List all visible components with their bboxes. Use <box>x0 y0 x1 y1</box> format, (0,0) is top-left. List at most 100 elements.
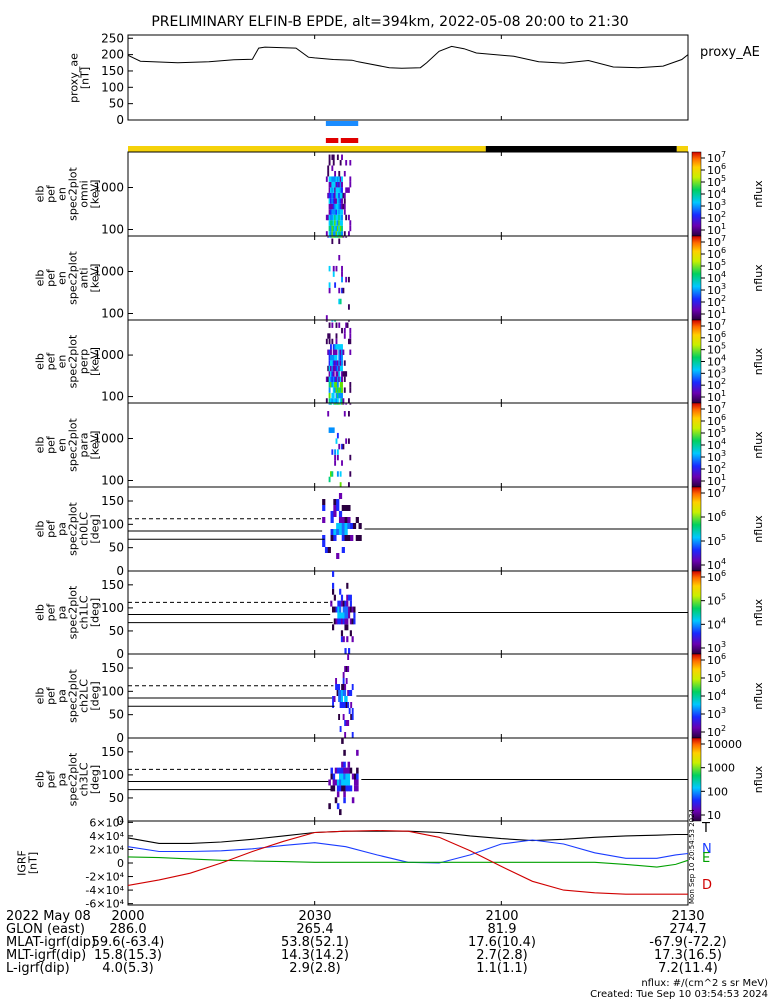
energy-panel-perp-cell-8-6 <box>336 371 339 377</box>
energy-panel-omni-cell-6-8 <box>334 192 337 199</box>
energy-panel-perp-cell-5-4 <box>332 382 335 388</box>
energy-panel-omni-cell-2-7 <box>328 198 331 204</box>
pitch-panel-ch3LC-cell-6-6 <box>341 779 344 786</box>
energy-panel-perp-cell-2-2 <box>328 392 331 399</box>
energy-panel-omni-cell-8-9 <box>336 187 339 193</box>
pitch-panel-ch1LC-cell-13-6 <box>353 612 356 619</box>
energy-panel-perp-frame <box>127 319 689 404</box>
energy-panel-perp-cell-3-0 <box>330 403 332 405</box>
pitch-panel-ch1LC-cell-1-10 <box>332 588 335 595</box>
pitch-panel-ch1LC-cell-13-7 <box>353 606 356 613</box>
energy-panel-perp-cell-6-10 <box>334 349 337 355</box>
proxy-ae-ylabel: proxy_ae[nT] <box>68 53 92 103</box>
pitch-panel-ch3LC-cell-11-3 <box>351 797 355 804</box>
pitch-panel-ch3LC-ylabel-line-1: pef <box>45 770 58 789</box>
energy-panel-omni-cell-9-10 <box>338 181 341 188</box>
energy-panel-perp-cell-0-5 <box>325 376 328 383</box>
energy-panel-anti-cell-2-7 <box>328 282 331 288</box>
igrf-ylabel: IGRF[nT] <box>16 850 40 876</box>
energy-panel-omni-cell-10-9 <box>339 187 342 193</box>
pitch-panel-ch0LC-ylabel-line-4: ch0LC <box>78 512 91 546</box>
pitch-panel-ch1LC-ylabel-line-4: ch1LC <box>78 595 91 629</box>
energy-panel-perp-cell-4-5 <box>331 376 334 383</box>
energy-panel-omni-cell-9-2 <box>338 225 341 232</box>
energy-panel-perp-cell-13-3 <box>343 387 346 393</box>
energy-panel-omni-cell-5-11 <box>332 176 335 182</box>
pitch-panel-ch2LC-cell-8-0 <box>344 732 347 738</box>
pitch-panel-ch3LC-cell-9-6 <box>347 779 351 786</box>
energy-panel-omni-cell-5-6 <box>332 203 335 210</box>
pitch-panel-ch3LC-cell-13-6 <box>356 779 359 786</box>
pitch-panel-ch2LC-colorbar-label-1: 105 <box>707 670 726 685</box>
energy-panel-perp-cell-3-11 <box>330 344 332 350</box>
energy-panel-anti-ytick-label-0: 1000 <box>93 264 124 278</box>
ephem-l-2: 1.1(1.1) <box>476 961 528 976</box>
energy-panel-perp-cell-5-5 <box>332 376 335 383</box>
pitch-panel-ch2LC-cell-8-6 <box>344 696 347 702</box>
energy-panel-omni-cell-9-6 <box>338 203 341 210</box>
energy-panel-anti-cell-16-0 <box>347 320 350 322</box>
energy-panel-perp-cell-17-12 <box>349 338 352 345</box>
proxy-ae-ytick-label-4: 50 <box>109 97 124 111</box>
pitch-panel-ch1LC-cell-0-8 <box>330 600 333 607</box>
energy-panel-perp-cell-7-4 <box>335 382 338 388</box>
pitch-panel-ch3LC-cell-10-5 <box>349 785 353 792</box>
pitch-panel-ch0LC-cell-9-8 <box>347 517 351 523</box>
energy-panel-omni-cell-16-1 <box>347 231 350 236</box>
energy-panel-perp-cell-2-1 <box>328 398 331 403</box>
pitch-panel-ch2LC-ytick-label-1: 100 <box>101 684 124 698</box>
pitch-panel-ch2LC-cell-3-7 <box>336 690 339 696</box>
energy-panel-perp-cell-10-1 <box>339 398 342 403</box>
ephem-label-mlt: MLT-igrf(dip) <box>6 948 86 963</box>
energy-panel-perp-cell-5-3 <box>332 387 335 393</box>
pitch-panel-ch3LC-colorbar-units: nflux <box>752 765 765 793</box>
energy-panel-omni-cell-4-4 <box>331 214 334 221</box>
pitch-panel-ch2LC-cell-11-4 <box>348 708 351 714</box>
pitch-panel-ch2LC-ytick-label-2: 50 <box>109 708 124 722</box>
energy-panel-omni-cell-10-3 <box>339 220 342 226</box>
pitch-panel-ch2LC-cell-9-9 <box>345 678 348 684</box>
pitch-panel-ch3LC-cell-4-8 <box>336 767 340 774</box>
pitch-panel-ch3LC-cell-3-8 <box>334 767 338 774</box>
pitch-panel-ch0LC-cell-6-8 <box>338 517 343 523</box>
energy-panel-omni-cell-11-2 <box>341 225 343 232</box>
pitch-panel-ch2LC-colorbar-units: nflux <box>752 682 765 710</box>
ephem-glon-3: 274.7 <box>669 922 706 937</box>
energy-panel-omni-cell-4-15 <box>331 154 334 161</box>
energy-panel-omni-cell-10-6 <box>339 203 342 210</box>
pitch-panel-ch0LC-cell-8-7 <box>344 523 348 529</box>
ephem-date-2: 2100 <box>485 909 518 924</box>
energy-panel-para-cell-6-5 <box>334 460 337 466</box>
pitch-panel-ch0LC-cell-5-10 <box>336 505 340 511</box>
energy-panel-perp-cell-5-2 <box>332 392 335 399</box>
pitch-panel-ch3LC-cell-4-2 <box>336 803 340 810</box>
pitch-panel-ch2LC-ytick-label-3: 0 <box>116 731 124 745</box>
energy-panel-perp-cell-13-8 <box>343 360 346 366</box>
energy-panel-perp-cell-10-0 <box>339 403 342 405</box>
status-bar-segment-1 <box>485 146 677 152</box>
energy-panel-omni-cell-1-8 <box>327 192 330 199</box>
energy-panel-omni-cell-11-5 <box>341 209 343 215</box>
energy-panel-perp-cell-1-5 <box>327 376 330 383</box>
energy-panel-perp-cell-9-11 <box>338 344 341 350</box>
ephem-date-3: 2130 <box>671 909 704 924</box>
energy-panel-perp-cell-4-12 <box>331 338 334 345</box>
pitch-panel-ch3LC-cell-5-6 <box>339 779 342 786</box>
panels: 250200150100500proxy_ae[nT]proxy_AE10001… <box>16 31 766 910</box>
energy-panel-para-ylabel-line-3: spec2plot <box>67 418 80 472</box>
pitch-panel-ch0LC-cell-11-7 <box>352 523 357 529</box>
pitch-panel-ch0LC-cell-5-6 <box>336 529 340 535</box>
energy-panel-perp-cell-0-1 <box>325 398 328 403</box>
pitch-panel-ch2LC-cell-10-7 <box>347 690 350 696</box>
pitch-panel-ch0LC-cell-6-7 <box>338 523 343 529</box>
pitch-panel-ch1LC-ytick-label-1: 100 <box>101 601 124 615</box>
pitch-panel-ch2LC-ylabel-line-5: [deg] <box>89 681 102 710</box>
energy-panel-perp-cell-6-5 <box>334 376 337 383</box>
energy-panel-para-cell-11-5 <box>341 460 343 466</box>
energy-panel-omni-cell-7-6 <box>335 203 338 210</box>
pitch-panel-ch1LC-cell-8-7 <box>344 606 347 613</box>
pitch-panel-ch3LC-cell-0-2 <box>328 803 331 810</box>
energy-panel-omni-cell-5-4 <box>332 214 335 221</box>
ephem-date-1: 2030 <box>298 909 331 924</box>
energy-panel-para-cell-11-8 <box>341 443 343 450</box>
